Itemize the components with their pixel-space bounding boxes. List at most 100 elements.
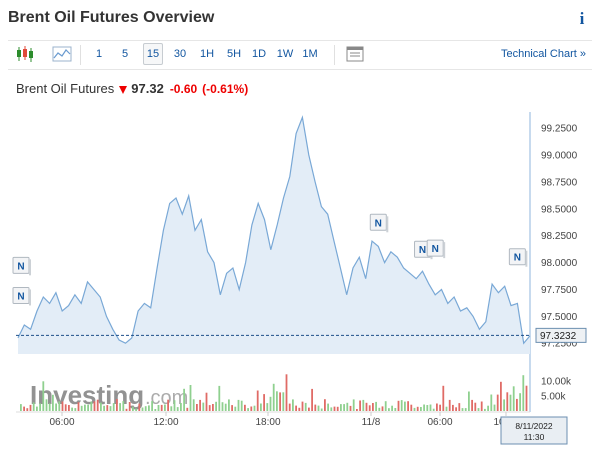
- price-area-fill: [18, 117, 530, 355]
- volume-bar: [292, 399, 294, 411]
- volume-bar: [90, 401, 93, 411]
- timeframe-30[interactable]: 30: [173, 48, 187, 60]
- volume-bar: [269, 396, 272, 411]
- volume-bar: [356, 409, 358, 411]
- volume-bar: [26, 408, 29, 411]
- watermark-brand: Investing: [30, 380, 144, 410]
- volume-bar: [388, 408, 390, 411]
- y-tick-label: 97.5000: [541, 312, 578, 323]
- info-icon[interactable]: i: [579, 9, 585, 28]
- current-price-box: [535, 327, 587, 343]
- volume-bar: [173, 400, 176, 411]
- volume-bar: [240, 400, 243, 411]
- timeframe-1h[interactable]: 1H: [199, 48, 215, 60]
- volume-bar: [525, 385, 528, 411]
- news-marker[interactable]: N: [414, 240, 433, 260]
- volume-bar: [496, 394, 499, 411]
- volume-bar: [112, 403, 115, 411]
- volume-bar: [189, 385, 192, 411]
- timeframe-1d[interactable]: 1D: [251, 48, 267, 60]
- volume-bar: [208, 405, 211, 411]
- news-marker[interactable]: N: [426, 239, 446, 259]
- news-marker-label: N: [514, 253, 521, 264]
- volume-bar: [160, 404, 163, 411]
- volume-bar: [285, 374, 288, 411]
- volume-bar: [96, 399, 99, 411]
- volume-bar: [484, 408, 486, 411]
- news-marker[interactable]: N: [369, 213, 389, 233]
- volume-bar: [199, 399, 201, 411]
- technical-chart-link[interactable]: Technical Chart »: [501, 48, 586, 60]
- volume-bar: [317, 405, 320, 411]
- volume-bar: [442, 385, 445, 411]
- volume-bar: [138, 403, 141, 411]
- volume-bar: [439, 404, 441, 411]
- volume-bar: [512, 386, 515, 411]
- volume-bar: [394, 408, 397, 411]
- volume-bar: [516, 398, 518, 411]
- volume-bar: [298, 407, 301, 411]
- volume-bar: [32, 402, 35, 411]
- volume-bar: [48, 403, 51, 411]
- volume-bar: [420, 407, 422, 411]
- volume-bar: [432, 408, 435, 411]
- volume-bar: [125, 408, 128, 411]
- volume-bar: [407, 401, 409, 411]
- volume-bar: [84, 404, 86, 411]
- volume-bar: [333, 406, 336, 411]
- volume-bar: [237, 399, 240, 411]
- volume-bar: [397, 400, 400, 411]
- volume-bar: [436, 403, 438, 411]
- timeframe-1m[interactable]: 1M: [302, 48, 318, 60]
- volume-bar: [202, 402, 205, 411]
- volume-bar: [365, 402, 368, 411]
- volume-bar: [445, 406, 448, 411]
- y-tick-label: 97.7500: [541, 285, 578, 296]
- settings-panel-icon[interactable]: [346, 44, 364, 64]
- y-tick-label: 99.0000: [541, 151, 578, 162]
- volume-bar: [132, 406, 134, 411]
- news-marker-label: N: [432, 244, 439, 255]
- news-marker[interactable]: N: [12, 256, 31, 276]
- news-marker[interactable]: N: [12, 286, 31, 306]
- volume-bar: [487, 405, 489, 411]
- volume-bar: [426, 405, 429, 411]
- volume-bar: [272, 383, 275, 411]
- volume-bar: [368, 405, 371, 411]
- volume-bar: [64, 404, 67, 411]
- volume-bar: [416, 406, 419, 411]
- timeframe-1[interactable]: 1: [95, 48, 103, 60]
- volume-bar: [228, 399, 230, 411]
- y-tick-label: 97.2500: [541, 339, 578, 350]
- volume-bar: [128, 402, 131, 411]
- timeframe-5h[interactable]: 5H: [226, 48, 242, 60]
- volume-bar: [164, 404, 166, 411]
- volume-bar: [192, 399, 195, 411]
- volume-bar: [461, 408, 464, 411]
- volume-bar: [448, 399, 451, 411]
- news-marker[interactable]: N: [508, 248, 528, 267]
- volume-bar: [52, 394, 54, 411]
- volume-bar: [176, 407, 179, 411]
- volume-bar: [20, 404, 22, 411]
- volume-bar: [231, 405, 233, 411]
- timeframe-5[interactable]: 5: [121, 48, 129, 60]
- volume-bar: [384, 401, 387, 411]
- volume-bar: [282, 392, 285, 411]
- candlestick-icon[interactable]: [16, 44, 34, 64]
- volume-bar: [320, 408, 323, 411]
- volume-bar: [503, 399, 505, 411]
- volume-bar: [36, 406, 38, 411]
- timeframe-1w[interactable]: 1W: [276, 48, 294, 60]
- volume-bar: [468, 391, 470, 411]
- current-price-label: 97.3232: [540, 331, 577, 342]
- volume-bar: [474, 402, 477, 411]
- volume-bar: [349, 405, 352, 411]
- volume-bar: [336, 406, 339, 411]
- volume-bar: [151, 401, 153, 411]
- area-chart-icon[interactable]: [52, 44, 72, 64]
- volume-bar: [372, 403, 374, 411]
- quote-line: Brent Oil Futures 97.32 -0.60 (-0.61%): [16, 81, 248, 96]
- volume-bar: [304, 402, 307, 411]
- timeframe-15[interactable]: 15: [143, 43, 163, 65]
